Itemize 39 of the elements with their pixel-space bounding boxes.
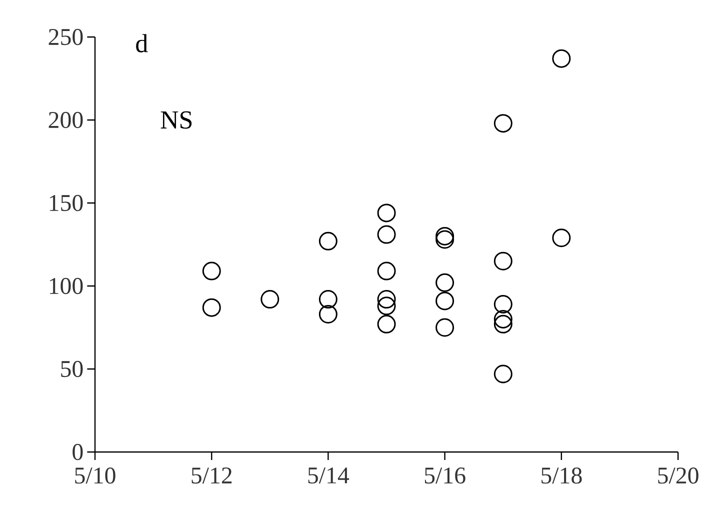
annotation: d [136, 34, 148, 52]
y-tick-label: 0 [72, 444, 83, 460]
point [552, 49, 571, 68]
point [494, 310, 512, 328]
point [552, 228, 571, 248]
point [260, 290, 280, 309]
point [202, 298, 221, 317]
point [202, 262, 221, 280]
y-tick-label: 50 [61, 360, 83, 378]
x-tick-label: 5/16 [424, 468, 466, 484]
x-tick-label: 5/10 [75, 468, 116, 484]
y-tick-label: 200 [48, 112, 83, 128]
x-tick-label: 5/14 [308, 468, 350, 484]
point [436, 226, 454, 246]
point [494, 114, 512, 133]
y-tick-label: 100 [50, 278, 83, 294]
point [377, 290, 396, 309]
point [377, 204, 396, 222]
point [436, 230, 454, 249]
point [436, 292, 454, 310]
y-tick-label: 250 [48, 28, 83, 46]
point [436, 318, 454, 337]
point [494, 252, 512, 270]
point [377, 225, 396, 244]
point [494, 295, 512, 314]
point [377, 296, 396, 316]
x-tick-label: 5/12 [192, 468, 232, 484]
point [377, 314, 396, 334]
y-tick-label: 150 [50, 194, 83, 212]
annotation: NS [160, 111, 192, 129]
x-tick-label: 5/18 [542, 468, 582, 484]
x-tick-label: 5/20 [658, 468, 698, 484]
point [436, 273, 454, 292]
point [318, 232, 338, 250]
point [377, 262, 396, 280]
point [318, 290, 338, 309]
point [494, 314, 512, 334]
point [494, 364, 512, 384]
point [318, 304, 338, 324]
